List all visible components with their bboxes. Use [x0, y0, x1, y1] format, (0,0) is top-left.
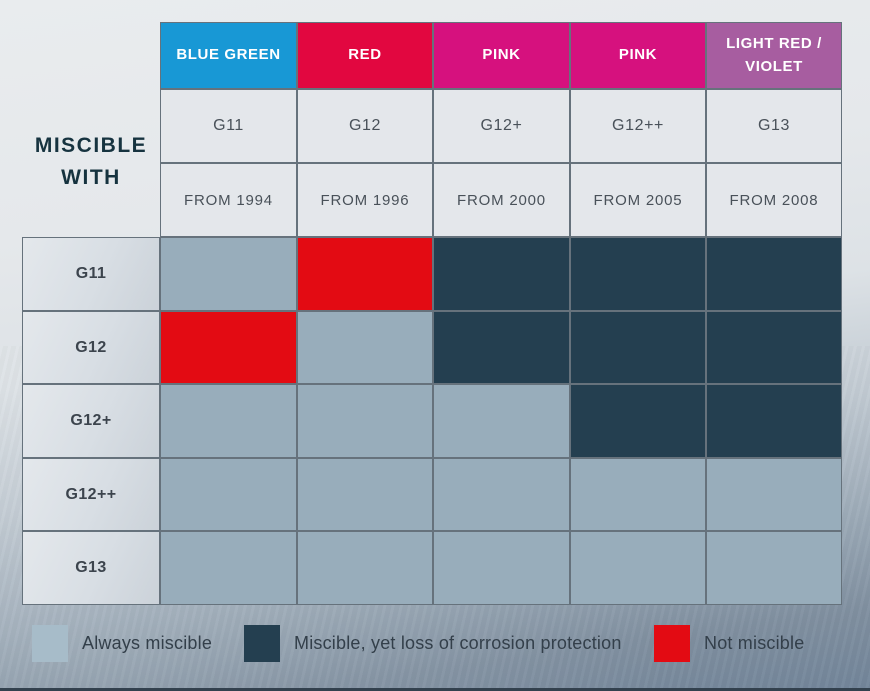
matrix-cell-G12+-G12-always: [297, 384, 433, 458]
matrix-cell-G13-G13-always: [706, 531, 842, 605]
legend-label-not-miscible: Not miscible: [704, 633, 805, 653]
legend-swatch-loss-of-protection: [244, 625, 280, 662]
legend-label-loss-of-protection: Miscible, yet loss of corrosion protecti…: [294, 633, 622, 653]
matrix-cell-G11-G12+-loss: [433, 237, 570, 311]
row-header-G12++: G12++: [22, 458, 160, 531]
matrix-cell-G11-G11-always: [160, 237, 297, 311]
column-name-g13: G13: [706, 89, 842, 163]
legend-swatch-always-miscible: [32, 625, 68, 662]
column-from-1994: FROM 1994: [160, 163, 297, 237]
matrix-cell-G12-G12-always: [297, 311, 433, 384]
column-header-color-blue-green: BLUE GREEN: [160, 22, 297, 89]
matrix-cell-G13-G11-always: [160, 531, 297, 605]
legend-swatch-not-miscible: [654, 625, 690, 662]
matrix-cell-G11-G12++-loss: [570, 237, 706, 311]
matrix-cell-G12++-G11-always: [160, 458, 297, 531]
column-header-color-pink-2: PINK: [570, 22, 706, 89]
matrix-cell-G12++-G12-always: [297, 458, 433, 531]
column-from-2005: FROM 2005: [570, 163, 706, 237]
column-from-1996: FROM 1996: [297, 163, 433, 237]
matrix-cell-G12++-G12+-always: [433, 458, 570, 531]
row-header-G13: G13: [22, 531, 160, 605]
matrix-cell-G12-G12+-loss: [433, 311, 570, 384]
matrix-cell-G12-G13-loss: [706, 311, 842, 384]
matrix-cell-G12+-G12+-always: [433, 384, 570, 458]
column-header-color-pink-1: PINK: [433, 22, 570, 89]
column-name-g11: G11: [160, 89, 297, 163]
matrix-cell-G12-G11-not: [160, 311, 297, 384]
column-from-2008: FROM 2008: [706, 163, 842, 237]
legend-label-always-miscible: Always miscible: [82, 633, 213, 653]
matrix-cell-G13-G12++-always: [570, 531, 706, 605]
matrix-cell-G12+-G11-always: [160, 384, 297, 458]
title-line-2: WITH: [61, 165, 121, 189]
matrix-cell-G12++-G13-always: [706, 458, 842, 531]
row-header-G12: G12: [22, 311, 160, 384]
matrix-cell-G12-G12++-loss: [570, 311, 706, 384]
row-header-G11: G11: [22, 237, 160, 311]
column-header-color-red: RED: [297, 22, 433, 89]
bottom-edge-bar: [0, 688, 870, 691]
matrix-cell-G12+-G13-loss: [706, 384, 842, 458]
row-header-G12+: G12+: [22, 384, 160, 458]
column-name-g12plus: G12+: [433, 89, 570, 163]
column-header-color-light-red-violet: LIGHT RED / VIOLET: [706, 22, 842, 89]
matrix-cell-G11-G13-loss: [706, 237, 842, 311]
legend-item-always-miscible: Always miscible: [32, 625, 212, 662]
matrix-cell-G13-G12-always: [297, 531, 433, 605]
miscibility-table: MISCIBLE WITH BLUE GREEN RED PINK PINK L…: [22, 22, 842, 605]
column-from-2000: FROM 2000: [433, 163, 570, 237]
matrix-cell-G11-G12-not: [297, 237, 433, 311]
table-corner-title: MISCIBLE WITH: [22, 22, 160, 237]
title-line-1: MISCIBLE: [34, 134, 148, 157]
legend-item-loss-of-protection: Miscible, yet loss of corrosion protecti…: [244, 625, 622, 662]
matrix-cell-G13-G12+-always: [433, 531, 570, 605]
column-name-g12plusplus: G12++: [570, 89, 706, 163]
matrix-cell-G12+-G12++-loss: [570, 384, 706, 458]
column-name-g12: G12: [297, 89, 433, 163]
matrix-cell-G12++-G12++-always: [570, 458, 706, 531]
legend-item-not-miscible: Not miscible: [654, 625, 804, 662]
